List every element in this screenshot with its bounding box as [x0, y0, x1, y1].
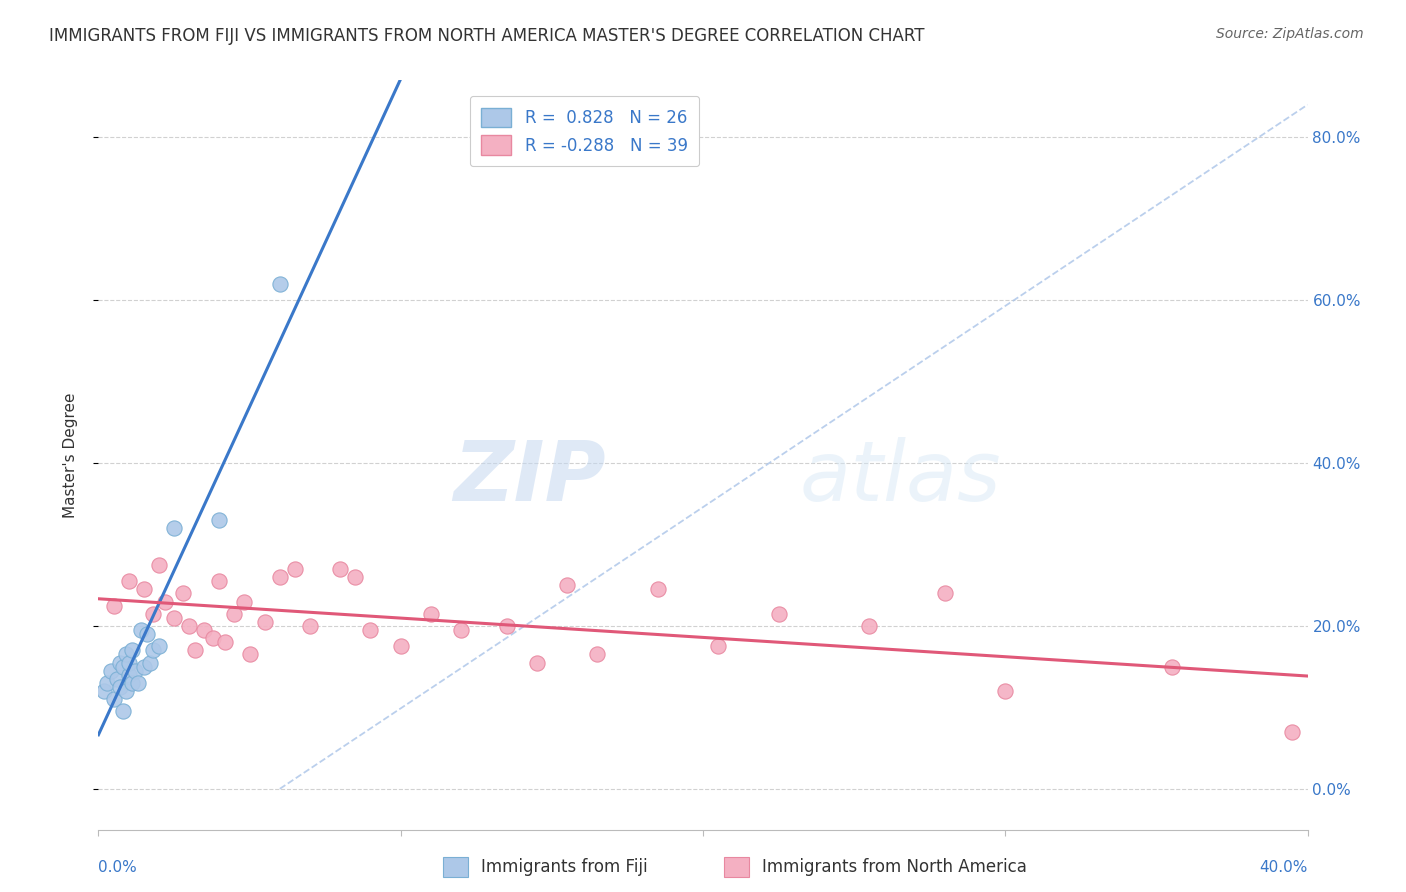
Point [127, 676, 149, 690]
Point [208, 574, 231, 589]
Point [389, 640, 412, 654]
Point [108, 680, 131, 694]
Point [153, 594, 176, 608]
Point [96, 676, 118, 690]
Point [118, 668, 141, 682]
Point [184, 643, 207, 657]
Point [253, 615, 276, 629]
Legend: R =  0.828   N = 26, R = -0.288   N = 39: R = 0.828 N = 26, R = -0.288 N = 39 [470, 96, 699, 166]
Point [239, 648, 262, 662]
Text: Immigrants from Fiji: Immigrants from Fiji [481, 858, 648, 876]
Point [148, 558, 170, 572]
Point [526, 656, 548, 670]
Text: Immigrants from North America: Immigrants from North America [762, 858, 1026, 876]
Point [994, 684, 1017, 698]
Point [132, 659, 155, 673]
Point [121, 676, 143, 690]
Point [100, 664, 122, 678]
Point [214, 635, 236, 649]
Point [586, 648, 609, 662]
Point [105, 672, 128, 686]
Point [103, 599, 125, 613]
Point [135, 627, 157, 641]
Point [420, 607, 443, 621]
Point [108, 656, 131, 670]
Point [1160, 659, 1182, 673]
Text: IMMIGRANTS FROM FIJI VS IMMIGRANTS FROM NORTH AMERICA MASTER'S DEGREE CORRELATIO: IMMIGRANTS FROM FIJI VS IMMIGRANTS FROM … [49, 27, 925, 45]
Point [118, 656, 141, 670]
Point [1281, 724, 1303, 739]
Point [858, 619, 880, 633]
Point [103, 692, 125, 706]
Point [555, 578, 578, 592]
Point [284, 562, 307, 576]
Point [329, 562, 352, 576]
Point [360, 623, 382, 637]
Point [707, 640, 730, 654]
Point [269, 570, 291, 584]
Point [647, 582, 669, 597]
Point [163, 611, 186, 625]
Point [118, 574, 141, 589]
Point [124, 664, 146, 678]
Point [129, 623, 152, 637]
Text: 40.0%: 40.0% [1260, 860, 1308, 875]
Point [93, 684, 115, 698]
Point [450, 623, 472, 637]
Point [344, 570, 367, 584]
Point [139, 656, 162, 670]
Point [224, 607, 246, 621]
Point [111, 659, 134, 673]
Point [114, 684, 136, 698]
Point [142, 643, 165, 657]
Point [768, 607, 790, 621]
Point [111, 705, 134, 719]
Point [193, 623, 215, 637]
Point [121, 643, 143, 657]
Point [934, 586, 956, 600]
Point [232, 594, 254, 608]
Point [495, 619, 517, 633]
Point [269, 277, 291, 291]
Point [142, 607, 165, 621]
Point [148, 640, 170, 654]
Text: ZIP: ZIP [454, 437, 606, 518]
Point [132, 582, 155, 597]
Point [172, 586, 194, 600]
Text: atlas: atlas [800, 437, 1001, 518]
Text: Source: ZipAtlas.com: Source: ZipAtlas.com [1216, 27, 1364, 41]
Point [299, 619, 322, 633]
Y-axis label: Master's Degree: Master's Degree [63, 392, 77, 517]
Point [163, 521, 186, 535]
Point [208, 513, 231, 527]
Point [114, 648, 136, 662]
Point [179, 619, 201, 633]
Point [202, 631, 225, 645]
Text: 0.0%: 0.0% [98, 860, 138, 875]
